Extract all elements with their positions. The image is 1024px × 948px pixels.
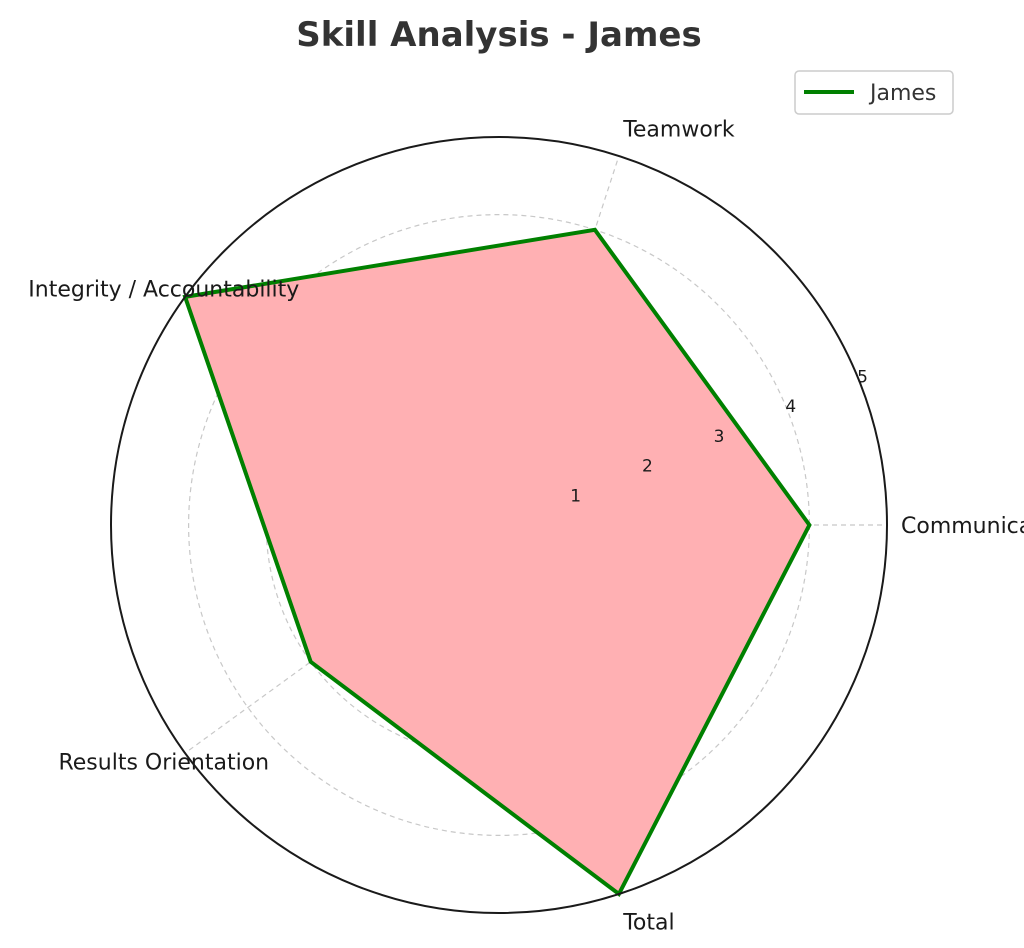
category-labels: Communication Teamwork Integrity / Account… [28, 118, 1024, 936]
legend-frame [794, 70, 954, 115]
chart-title: Skill Analysis - James [296, 15, 701, 55]
category-label-0: Communication [901, 514, 1024, 539]
tick-label-3: 3 [714, 427, 725, 447]
tick-label-5: 5 [857, 368, 868, 388]
plot-frame [110, 136, 888, 914]
category-label-1: Teamwork [622, 118, 735, 143]
series-fill-0 [185, 229, 810, 895]
tick-label-1: 1 [570, 486, 581, 506]
data-area [182, 227, 812, 898]
tick-label-4: 4 [785, 397, 796, 417]
category-label-4: Total [622, 910, 674, 935]
tick-label-2: 2 [642, 457, 653, 477]
legend: James [794, 70, 954, 115]
category-label-3: Results Orientation [58, 750, 269, 775]
radial-ticks: 1 2 3 4 5 [570, 368, 868, 507]
category-label-2: Integrity / Accountability [28, 278, 299, 303]
series-line-0 [182, 227, 812, 898]
legend-label-james: James [868, 81, 936, 106]
